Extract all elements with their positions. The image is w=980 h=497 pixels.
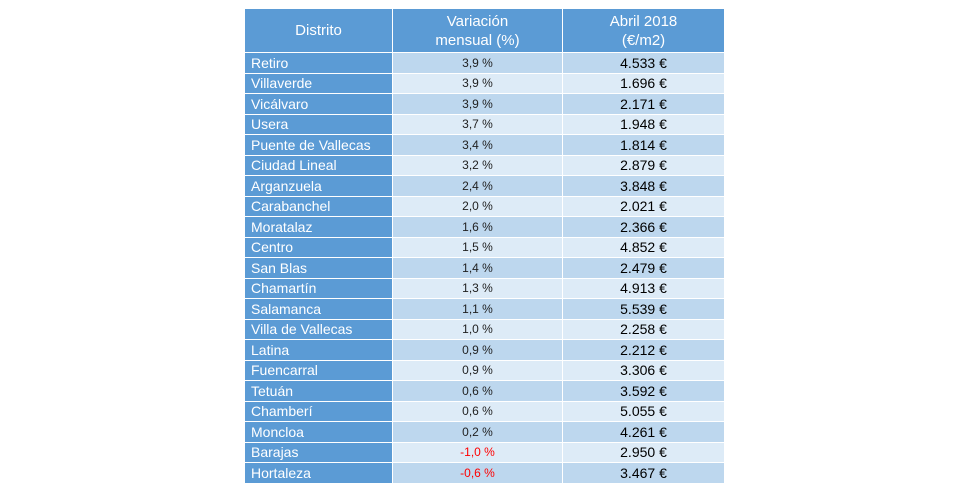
variation-cell: 3,2 % — [393, 154, 563, 175]
variation-cell: 0,6 % — [393, 380, 563, 401]
price-cell: 2.021 € — [563, 195, 724, 216]
district-price-table: Distrito Variación mensual (%) Abril 2018… — [245, 9, 724, 483]
district-cell: Centro — [245, 236, 393, 257]
district-cell: Chamartín — [245, 277, 393, 298]
table-row: Centro 1,5 % 4.852 € — [245, 236, 724, 257]
variation-cell: 0,2 % — [393, 421, 563, 442]
table-row: Arganzuela 2,4 % 3.848 € — [245, 175, 724, 196]
district-cell: Fuencarral — [245, 359, 393, 380]
district-cell: Carabanchel — [245, 195, 393, 216]
table-row: Retiro 3,9 % 4.533 € — [245, 52, 724, 73]
price-cell: 2.879 € — [563, 154, 724, 175]
table-row: Usera 3,7 % 1.948 € — [245, 113, 724, 134]
table-row: Tetuán 0,6 % 3.592 € — [245, 380, 724, 401]
price-cell: 4.852 € — [563, 236, 724, 257]
variation-cell: 1,6 % — [393, 216, 563, 237]
table-row: Latina 0,9 % 2.212 € — [245, 339, 724, 360]
price-cell: 2.950 € — [563, 441, 724, 462]
district-cell: Barajas — [245, 441, 393, 462]
table-row: Chamberí 0,6 % 5.055 € — [245, 400, 724, 421]
variation-cell: 2,0 % — [393, 195, 563, 216]
variation-cell: 3,9 % — [393, 52, 563, 73]
table-row: Moratalaz 1,6 % 2.366 € — [245, 216, 724, 237]
district-cell: Usera — [245, 113, 393, 134]
table-row: Vicálvaro 3,9 % 2.171 € — [245, 93, 724, 114]
district-cell: Latina — [245, 339, 393, 360]
table-body: Retiro 3,9 % 4.533 € Villaverde 3,9 % 1.696 €… — [245, 52, 724, 483]
header-price-line2: (€/m2) — [621, 31, 666, 49]
table-row: Barajas -1,0 % 2.950 € — [245, 441, 724, 462]
district-cell: Puente de Vallecas — [245, 134, 393, 155]
table-row: San Blas 1,4 % 2.479 € — [245, 257, 724, 278]
table-row: Villa de Vallecas 1,0 % 2.258 € — [245, 318, 724, 339]
price-cell: 3.848 € — [563, 175, 724, 196]
variation-cell: 3,9 % — [393, 93, 563, 114]
price-cell: 5.539 € — [563, 298, 724, 319]
district-cell: Villa de Vallecas — [245, 318, 393, 339]
district-cell: Moratalaz — [245, 216, 393, 237]
variation-cell: 1,5 % — [393, 236, 563, 257]
variation-cell: 3,9 % — [393, 72, 563, 93]
header-row: Distrito Variación mensual (%) Abril 2018… — [245, 9, 724, 52]
price-cell: 4.261 € — [563, 421, 724, 442]
price-cell: 4.913 € — [563, 277, 724, 298]
price-cell: 2.171 € — [563, 93, 724, 114]
district-cell: Vicálvaro — [245, 93, 393, 114]
price-cell: 1.948 € — [563, 113, 724, 134]
variation-cell: -1,0 % — [393, 441, 563, 462]
price-cell: 2.258 € — [563, 318, 724, 339]
header-district: Distrito — [245, 9, 393, 52]
price-table-container: Distrito Variación mensual (%) Abril 2018… — [245, 9, 724, 483]
price-cell: 1.696 € — [563, 72, 724, 93]
variation-cell: 2,4 % — [393, 175, 563, 196]
price-cell: 2.212 € — [563, 339, 724, 360]
district-cell: Moncloa — [245, 421, 393, 442]
price-cell: 4.533 € — [563, 52, 724, 73]
table-row: Carabanchel 2,0 % 2.021 € — [245, 195, 724, 216]
district-cell: Villaverde — [245, 72, 393, 93]
district-cell: Tetuán — [245, 380, 393, 401]
table-header: Distrito Variación mensual (%) Abril 2018… — [245, 9, 724, 52]
variation-cell: 0,6 % — [393, 400, 563, 421]
variation-cell: 0,9 % — [393, 359, 563, 380]
table-row: Salamanca 1,1 % 5.539 € — [245, 298, 724, 319]
price-cell: 5.055 € — [563, 400, 724, 421]
header-price: Abril 2018 (€/m2) — [563, 9, 724, 52]
district-cell: Ciudad Lineal — [245, 154, 393, 175]
district-cell: Chamberí — [245, 400, 393, 421]
price-cell: 3.592 € — [563, 380, 724, 401]
header-district-label: Distrito — [295, 22, 342, 39]
header-variation: Variación mensual (%) — [393, 9, 563, 52]
district-cell: Arganzuela — [245, 175, 393, 196]
price-cell: 2.366 € — [563, 216, 724, 237]
table-row: Chamartín 1,3 % 4.913 € — [245, 277, 724, 298]
table-row: Puente de Vallecas 3,4 % 1.814 € — [245, 134, 724, 155]
table-row: Fuencarral 0,9 % 3.306 € — [245, 359, 724, 380]
table-row: Hortaleza -0,6 % 3.467 € — [245, 462, 724, 483]
header-variation-line2: mensual (%) — [435, 31, 520, 49]
district-cell: Hortaleza — [245, 462, 393, 483]
table-row: Ciudad Lineal 3,2 % 2.879 € — [245, 154, 724, 175]
variation-cell: 1,0 % — [393, 318, 563, 339]
header-price-line1: Abril 2018 — [609, 12, 678, 30]
variation-cell: 1,4 % — [393, 257, 563, 278]
variation-cell: 3,4 % — [393, 134, 563, 155]
district-cell: Salamanca — [245, 298, 393, 319]
variation-cell: 3,7 % — [393, 113, 563, 134]
variation-cell: 0,9 % — [393, 339, 563, 360]
variation-cell: 1,3 % — [393, 277, 563, 298]
price-cell: 1.814 € — [563, 134, 724, 155]
district-cell: San Blas — [245, 257, 393, 278]
district-cell: Retiro — [245, 52, 393, 73]
variation-cell: 1,1 % — [393, 298, 563, 319]
price-cell: 3.306 € — [563, 359, 724, 380]
price-cell: 3.467 € — [563, 462, 724, 483]
table-row: Villaverde 3,9 % 1.696 € — [245, 72, 724, 93]
header-variation-line1: Variación — [446, 12, 509, 30]
table-row: Moncloa 0,2 % 4.261 € — [245, 421, 724, 442]
price-cell: 2.479 € — [563, 257, 724, 278]
variation-cell: -0,6 % — [393, 462, 563, 483]
